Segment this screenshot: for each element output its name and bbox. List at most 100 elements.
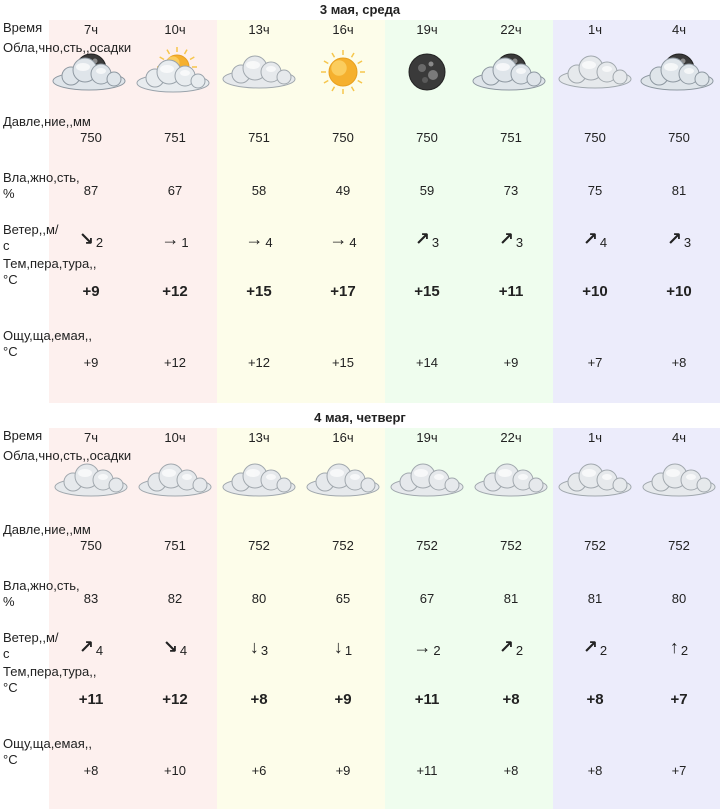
wind-cell: → 1 (133, 230, 217, 250)
wind-cell: ↑ 2 (637, 638, 720, 658)
row-label-temp: Тем,пера,тура,,°C (3, 256, 96, 288)
feels-like-cell: +12 (247, 355, 271, 370)
wind-cell: ↘ 2 (49, 230, 133, 250)
pressure-cell: 752 (248, 538, 270, 553)
cloud-moon-icon (49, 47, 133, 97)
humidity-cell: 49 (335, 183, 351, 198)
wind-speed: 2 (95, 235, 104, 251)
temperature-cell: +8 (502, 691, 520, 708)
feels-like-cell: +15 (331, 355, 355, 370)
feels-like-cell: +9 (503, 355, 519, 370)
temperature-cell: +12 (162, 691, 188, 708)
row-label-temp: Тем,пера,тура,,°C (3, 664, 96, 696)
arrow-right-icon: → (245, 229, 264, 249)
pressure-cell: 750 (584, 130, 606, 145)
wind-cell: ↗ 3 (385, 230, 469, 250)
time-cell: 13ч (248, 430, 270, 445)
cloud-icon (385, 455, 469, 505)
time-cell: 13ч (248, 22, 270, 37)
wind-speed: 3 (260, 643, 269, 659)
time-cell: 1ч (587, 430, 602, 445)
wind-cell: → 2 (385, 638, 469, 658)
pressure-cell: 750 (668, 130, 690, 145)
pressure-cell: 752 (332, 538, 354, 553)
feels-like-cell: +7 (671, 763, 687, 778)
row-label-line: Давле,ние,,мм (3, 114, 91, 129)
feels-like-cell: +8 (671, 355, 687, 370)
time-cell: 4ч (671, 430, 686, 445)
feels-like-cell: +14 (415, 355, 439, 370)
arrow-down-right-icon: ↘ (162, 637, 178, 657)
wind-speed: 2 (433, 643, 441, 659)
time-cell: 1ч (587, 22, 602, 37)
wind-speed: 2 (680, 643, 689, 659)
cloud-moon-icon (637, 47, 720, 97)
row-label-line: Давле,ние,,мм (3, 522, 91, 537)
wind-cell: ↗ 4 (553, 230, 637, 250)
row-label-wind: Ветер,,м/с (3, 222, 59, 254)
cloud-sun-icon (133, 47, 217, 97)
row-label-humidity: Вла,жно,сть, % (3, 578, 80, 610)
wind-speed: 3 (431, 235, 440, 251)
cloud-icon (217, 47, 301, 97)
row-label-line: Время (3, 428, 43, 443)
cloud-moon-icon (469, 47, 553, 97)
wind-cell: ↗ 3 (637, 230, 720, 250)
wind-cell: → 4 (301, 230, 385, 250)
feels-like-cell: +7 (587, 355, 603, 370)
pressure-cell: 751 (248, 130, 270, 145)
humidity-cell: 81 (587, 591, 603, 606)
humidity-cell: 73 (503, 183, 519, 198)
pressure-cell: 752 (668, 538, 690, 553)
pressure-cell: 752 (500, 538, 522, 553)
pressure-cell: 750 (416, 130, 438, 145)
pressure-cell: 751 (164, 538, 186, 553)
wind-cell: ↗ 2 (469, 638, 553, 658)
arrow-up-right-icon: ↗ (414, 229, 430, 249)
humidity-cell: 75 (587, 183, 603, 198)
time-cell: 10ч (164, 430, 186, 445)
cloud-icon (301, 455, 385, 505)
wind-speed: 3 (515, 235, 524, 251)
humidity-cell: 59 (419, 183, 435, 198)
arrow-right-icon: → (161, 229, 180, 249)
row-label-time: Время (3, 428, 49, 444)
arrow-up-right-icon: ↗ (498, 637, 514, 657)
time-cell: 16ч (332, 22, 354, 37)
arrow-up-right-icon: ↗ (582, 637, 598, 657)
pressure-cell: 752 (584, 538, 606, 553)
wind-speed: 1 (181, 235, 189, 251)
feels-like-cell: +8 (587, 763, 603, 778)
arrow-up-right-icon: ↗ (498, 229, 514, 249)
row-label-line: Ветер,,м/с (3, 222, 59, 253)
pressure-cell: 750 (80, 538, 102, 553)
row-label-feels: Ощу,ща,емая,,°C (3, 328, 92, 360)
wind-cell: → 4 (217, 230, 301, 250)
wind-speed: 3 (683, 235, 692, 251)
humidity-cell: 81 (671, 183, 687, 198)
day-title: 3 мая, среда (0, 0, 720, 20)
wind-speed: 2 (599, 643, 608, 659)
temperature-cell: +11 (414, 691, 440, 708)
row-label-cloud: Обла,чно,сть,,осадки (3, 40, 131, 56)
temperature-cell: +12 (162, 283, 188, 300)
wind-cell: ↗ 2 (553, 638, 637, 658)
humidity-cell: 80 (671, 591, 687, 606)
temperature-cell: +9 (334, 691, 352, 708)
row-label-line: Вла,жно,сть, % (3, 170, 80, 201)
temperature-cell: +7 (670, 691, 688, 708)
row-label-pressure: Давле,ние,,мм (3, 522, 91, 538)
feels-like-cell: +11 (416, 763, 438, 778)
wind-cell: ↓ 1 (301, 638, 385, 658)
wind-cell: ↓ 3 (217, 638, 301, 658)
wind-speed: 1 (344, 643, 353, 659)
humidity-cell: 65 (335, 591, 351, 606)
row-label-line: Ощу,ща,емая,,°C (3, 328, 92, 359)
time-cell: 10ч (164, 22, 186, 37)
row-label-line: Ветер,,м/с (3, 630, 59, 661)
feels-like-cell: +8 (503, 763, 519, 778)
row-label-wind: Ветер,,м/с (3, 630, 59, 662)
row-label-line: Тем,пера,тура,,°C (3, 664, 96, 695)
wind-speed: 4 (599, 235, 608, 251)
